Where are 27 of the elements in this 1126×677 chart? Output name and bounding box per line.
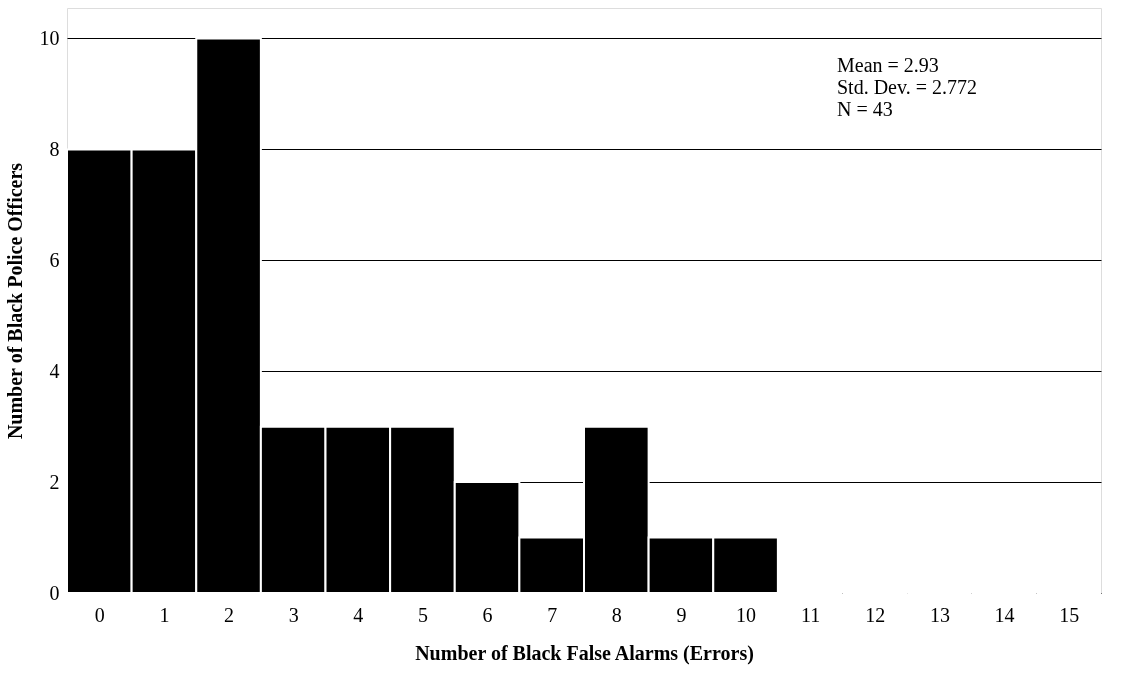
- x-tick-label: 12: [865, 603, 886, 626]
- y-tick-label: 2: [49, 470, 60, 493]
- x-tick-label: 15: [1059, 603, 1080, 626]
- y-axis-title: Number of Black Police Officers: [3, 162, 26, 440]
- y-tick-label: 6: [49, 248, 60, 271]
- y-tick-label: 0: [49, 581, 60, 604]
- x-tick-label: 4: [353, 603, 364, 626]
- annotation: N = 43: [837, 98, 893, 120]
- x-tick-label: 9: [676, 603, 687, 626]
- y-tick-label: 8: [49, 137, 60, 160]
- x-tick-label: 10: [736, 603, 757, 626]
- x-tick-label: 11: [801, 603, 821, 626]
- x-tick-label: 7: [547, 603, 558, 626]
- x-tick-label: 8: [611, 603, 622, 626]
- x-tick-label: 13: [929, 603, 950, 626]
- annotation: Mean = 2.93: [837, 54, 939, 76]
- x-tick-label: 6: [482, 603, 493, 626]
- x-axis-title: Number of Black False Alarms (Errors): [415, 641, 754, 665]
- y-tick-label: 10: [39, 27, 60, 49]
- y-tick-label: 4: [49, 359, 60, 382]
- x-tick-label: 2: [224, 603, 235, 626]
- x-tick-label: 1: [159, 603, 170, 626]
- x-tick-label: 5: [417, 603, 428, 626]
- x-tick-label: 14: [994, 603, 1015, 626]
- x-tick-label: 3: [288, 603, 299, 626]
- annotation: Std. Dev. = 2.772: [837, 76, 977, 98]
- x-tick-label: 0: [94, 603, 105, 626]
